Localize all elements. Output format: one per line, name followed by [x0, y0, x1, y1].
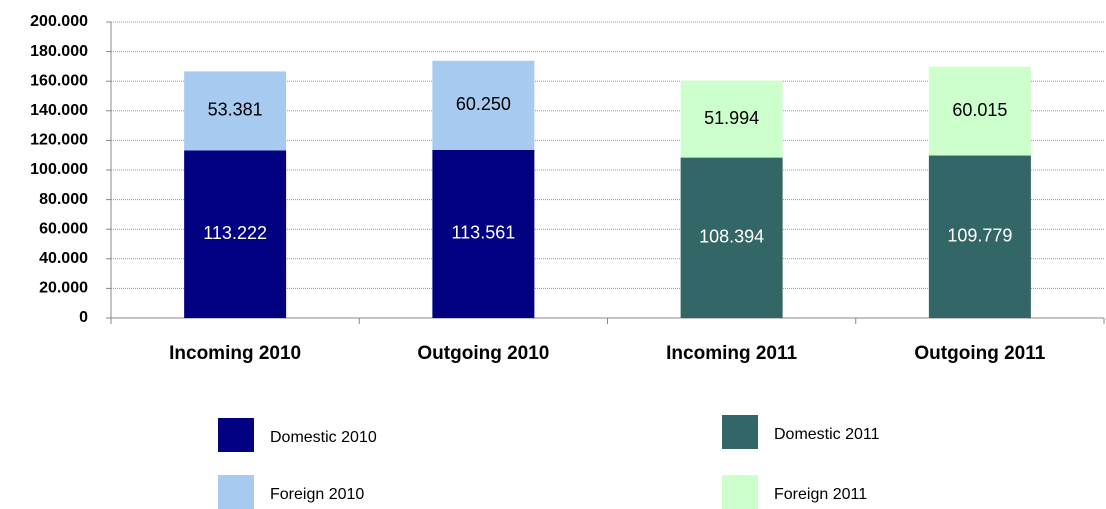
y-tick-label: 0	[79, 309, 88, 326]
y-tick-label: 40.000	[39, 250, 88, 267]
x-tick-label: Incoming 2010	[169, 343, 301, 364]
value-label: 113.222	[203, 223, 267, 243]
bar-segment	[432, 149, 535, 318]
legend-label: Foreign 2010	[270, 486, 364, 503]
y-tick-label: 80.000	[39, 191, 88, 208]
legend-swatch	[722, 475, 758, 509]
bar-segment	[928, 155, 1031, 318]
bar-segment	[680, 157, 783, 318]
value-label: 109.779	[947, 226, 1012, 246]
y-tick-label: 20.000	[39, 280, 88, 297]
value-label: 51.994	[704, 108, 759, 128]
legend-swatch	[218, 475, 254, 509]
bar-segment	[928, 66, 1031, 156]
legend-swatch	[218, 418, 254, 452]
bar-segment	[184, 150, 287, 318]
legend-label: Foreign 2011	[774, 486, 867, 503]
y-tick-label: 160.000	[30, 72, 88, 89]
y-tick-label: 200.000	[30, 13, 88, 30]
bar-segment	[680, 80, 783, 158]
bar-segment	[184, 71, 287, 151]
value-label: 53.381	[208, 100, 263, 120]
y-tick-label: 180.000	[30, 43, 88, 60]
legend-swatch	[722, 415, 758, 449]
legend-label: Domestic 2010	[270, 429, 377, 446]
y-tick-label: 120.000	[30, 132, 88, 149]
y-tick-label: 100.000	[30, 161, 88, 178]
bar-segment	[432, 60, 535, 150]
y-tick-label: 140.000	[30, 102, 88, 119]
value-label: 60.250	[456, 94, 511, 114]
y-tick-label: 60.000	[39, 220, 88, 237]
x-tick-label: Outgoing 2010	[417, 343, 549, 364]
x-tick-label: Incoming 2011	[666, 343, 797, 364]
x-tick-label: Outgoing 2011	[914, 343, 1045, 364]
legend-label: Domestic 2011	[774, 426, 880, 443]
value-label: 108.394	[699, 227, 764, 247]
value-label: 113.561	[452, 223, 516, 243]
value-label: 60.015	[952, 100, 1007, 120]
